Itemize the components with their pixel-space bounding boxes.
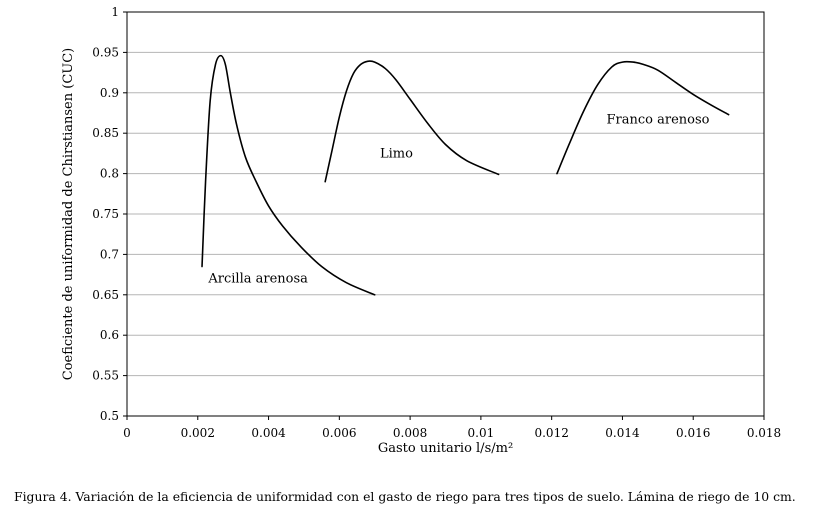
x-axis-title: Gasto unitario l/s/m² — [378, 441, 513, 456]
y-axis-ticks: 0.5 0.55 0.6 0.65 0.7 0.75 0.8 0.85 0.9 0.95 1 — [92, 5, 127, 423]
y-tick-label: 0.75 — [92, 207, 119, 221]
y-tick-label: 0.5 — [100, 409, 119, 423]
x-tick-label: 0.004 — [251, 426, 286, 440]
chart-svg: 0.5 0.55 0.6 0.65 0.7 0.75 0.8 0.85 0.9 0.95 1 0 0.… — [61, 5, 781, 456]
grid-lines — [127, 51, 764, 377]
x-tick-label: 0.016 — [676, 426, 710, 440]
series-line-limo — [324, 60, 500, 183]
series-group — [201, 54, 730, 296]
y-tick-label: 0.65 — [92, 288, 119, 302]
figure-caption: Figura 4. Variación de la eficiencia de … — [14, 489, 796, 504]
x-tick-label: 0.018 — [747, 426, 781, 440]
y-tick-label: 0.55 — [92, 369, 119, 383]
y-tick-label: 0.9 — [100, 86, 119, 100]
series-line-franco-arenoso — [556, 60, 730, 175]
x-tick-label: 0.002 — [181, 426, 215, 440]
series-label-arcilla-arenosa: Arcilla arenosa — [207, 272, 308, 287]
x-tick-label: 0.006 — [322, 426, 356, 440]
x-tick-label: 0.012 — [534, 426, 568, 440]
y-tick-label: 0.7 — [100, 247, 119, 261]
x-axis-ticks: 0 0.002 0.004 0.006 0.008 0.01 0.012 0.014 0.016… — [123, 416, 781, 440]
series-label-limo: Limo — [380, 146, 413, 161]
x-tick-label: 0.01 — [468, 426, 495, 440]
y-tick-label: 0.8 — [100, 167, 119, 181]
x-tick-label: 0.014 — [605, 426, 640, 440]
y-tick-label: 0.95 — [92, 45, 119, 59]
x-tick-label: 0 — [123, 426, 131, 440]
series-line-arcilla-arenosa — [201, 54, 376, 296]
x-tick-label: 0.008 — [393, 426, 427, 440]
y-tick-label: 0.6 — [100, 328, 119, 342]
y-tick-label: 0.85 — [92, 126, 119, 140]
series-labels: Arcilla arenosa Limo Franco arenoso — [207, 113, 709, 287]
series-label-franco-arenoso: Franco arenoso — [607, 113, 710, 128]
y-axis-title: Coeficiente de uniformidad de Chirstians… — [61, 48, 76, 380]
y-tick-label: 1 — [111, 5, 119, 19]
